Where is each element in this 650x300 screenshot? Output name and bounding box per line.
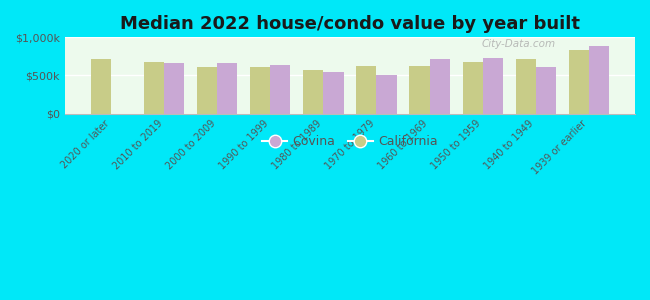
- Bar: [430, 59, 450, 114]
- Bar: [197, 67, 217, 114]
- Title: Median 2022 house/condo value by year built: Median 2022 house/condo value by year bu…: [120, 15, 580, 33]
- Bar: [515, 59, 536, 114]
- Bar: [569, 50, 589, 114]
- Bar: [303, 70, 324, 114]
- Bar: [164, 62, 184, 114]
- Bar: [217, 63, 237, 114]
- Bar: [410, 66, 430, 114]
- Bar: [144, 62, 164, 114]
- Bar: [250, 67, 270, 114]
- Bar: [376, 75, 396, 114]
- Bar: [91, 59, 111, 114]
- Bar: [356, 66, 376, 114]
- Bar: [324, 72, 344, 114]
- Bar: [270, 65, 291, 114]
- Bar: [589, 46, 609, 114]
- Text: City-Data.com: City-Data.com: [481, 39, 555, 49]
- Bar: [463, 62, 483, 114]
- Legend: Covina, California: Covina, California: [257, 130, 443, 153]
- Bar: [483, 58, 503, 114]
- Bar: [536, 68, 556, 114]
